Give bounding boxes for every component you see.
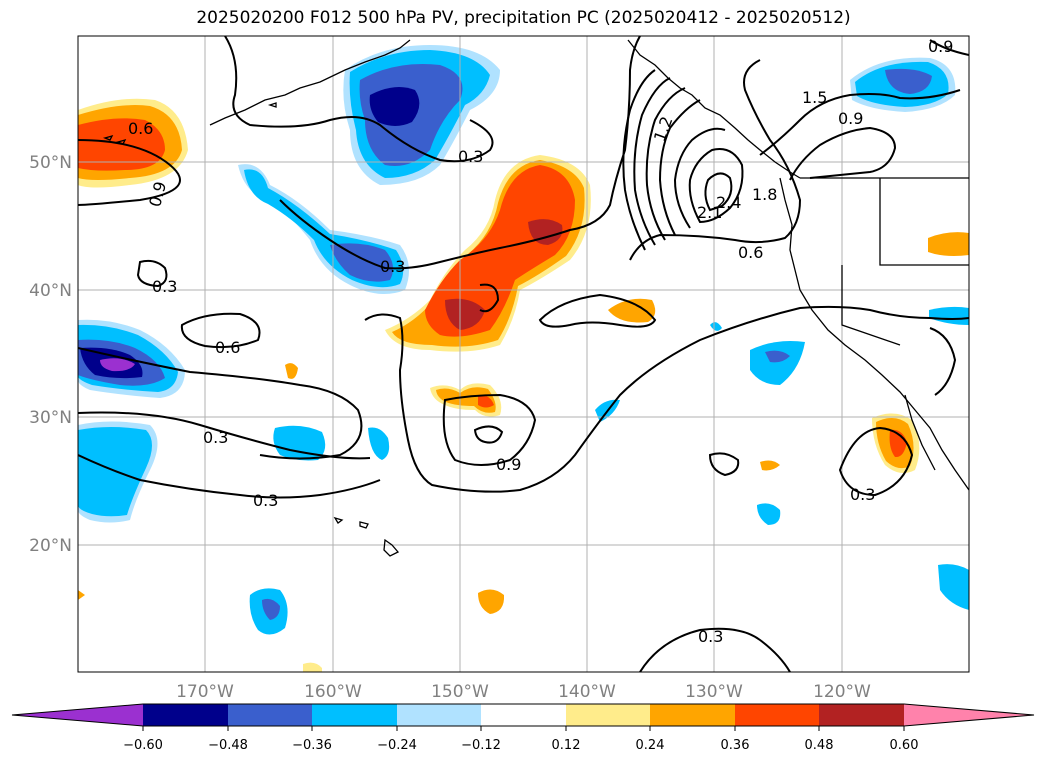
contour-label: 2.4 <box>716 193 741 212</box>
colorbar-extend-low <box>12 704 143 726</box>
contour-label: 0.9 <box>928 37 953 56</box>
colorbar-label: −0.48 <box>208 738 248 753</box>
contour-label: 0.3 <box>152 277 177 296</box>
figure-title: 2025020200 F012 500 hPa PV, precipitatio… <box>196 8 851 28</box>
longitude-labels: 170°W 160°W 150°W 140°W 130°W 120°W <box>176 682 871 702</box>
colorbar: −0.60 −0.48 −0.36 −0.24 −0.12 0.12 0.24 … <box>11 703 1035 753</box>
contour-label: 0.3 <box>380 257 405 276</box>
contour-label: 0.3 <box>850 485 875 504</box>
colorbar-bin <box>228 704 312 726</box>
pv-contours <box>78 36 969 672</box>
lon-label: 130°W <box>685 682 743 702</box>
colorbar-label: −0.12 <box>461 738 501 753</box>
contour-label: 0.6 <box>738 243 763 262</box>
contour-label: 2.1 <box>697 203 722 222</box>
colorbar-bin <box>397 704 481 726</box>
lat-label: 20°N <box>29 536 72 556</box>
contour-label: 0.3 <box>253 491 278 510</box>
colorbar-label: 0.36 <box>721 738 750 753</box>
colorbar-bin <box>735 704 819 726</box>
colorbar-label: −0.36 <box>292 738 332 753</box>
contour-label: 0.6 <box>128 119 153 138</box>
colorbar-bin <box>650 704 735 726</box>
lon-label: 160°W <box>304 682 362 702</box>
colorbar-label: 0.48 <box>805 738 834 753</box>
colorbar-label: −0.60 <box>123 738 163 753</box>
contour-label: 0.9 <box>496 455 521 474</box>
lat-label: 50°N <box>29 153 72 173</box>
colorbar-label: 0.12 <box>552 738 581 753</box>
colorbar-bin <box>143 704 228 726</box>
grid-lines <box>78 36 969 672</box>
colorbar-label: −0.24 <box>377 738 417 753</box>
latitude-labels: 50°N 40°N 30°N 20°N <box>29 153 72 556</box>
colorbar-label: 0.24 <box>636 738 665 753</box>
lat-label: 30°N <box>29 408 72 428</box>
colorbar-label: 0.60 <box>890 738 919 753</box>
lon-label: 140°W <box>558 682 616 702</box>
colorbar-bin <box>566 704 650 726</box>
contour-label: 1.5 <box>802 88 827 107</box>
coastlines <box>102 39 969 557</box>
colorbar-extend-high <box>904 704 1034 726</box>
contour-label: 0.3 <box>203 428 228 447</box>
colorbar-bin <box>312 704 397 726</box>
contour-label: 1.8 <box>752 185 777 204</box>
contour-label: 0.6 <box>215 338 240 357</box>
contour-labels: 0.6 0.9 0.3 0.3 0.3 0.6 0.3 0.9 0.3 0.3 … <box>128 37 953 646</box>
contour-label: 0.3 <box>698 627 723 646</box>
lon-label: 170°W <box>176 682 234 702</box>
contour-label: 0.9 <box>838 109 863 128</box>
colorbar-bin <box>819 704 904 726</box>
lat-label: 40°N <box>29 281 72 301</box>
lon-label: 120°W <box>813 682 871 702</box>
colorbar-bin <box>481 704 566 726</box>
contour-label: 0.3 <box>458 147 483 166</box>
lon-label: 150°W <box>431 682 489 702</box>
map-frame <box>77 35 970 673</box>
map-area: 0.6 0.9 0.3 0.3 0.3 0.6 0.3 0.9 0.3 0.3 … <box>78 36 969 672</box>
